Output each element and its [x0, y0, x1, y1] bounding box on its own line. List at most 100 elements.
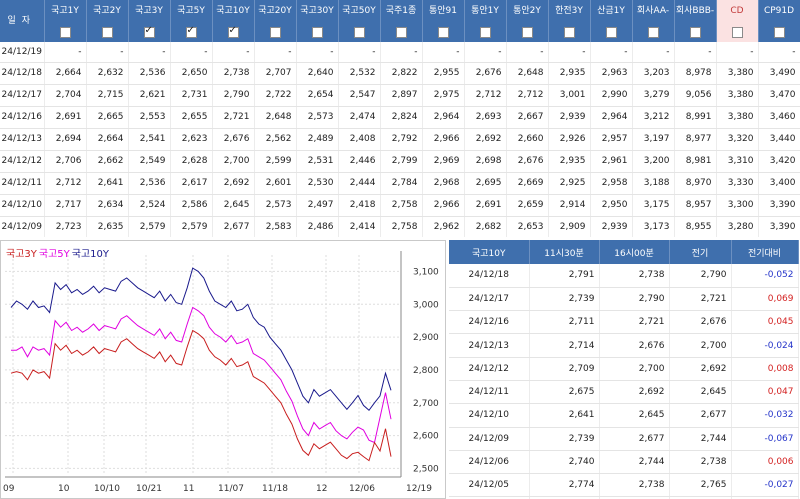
column-header-5[interactable]: 국고20Y: [254, 0, 297, 42]
series-checkbox[interactable]: [101, 26, 113, 38]
table-row[interactable]: 24/12/16 2,691 2,665 2,553 2,655 2,721 2,648 2,…: [0, 106, 800, 129]
table-row[interactable]: 24/12/11 2,675 2,692 2,645 0,047: [449, 380, 799, 405]
column-header-7[interactable]: 국고50Y: [338, 0, 381, 42]
table-row[interactable]: 24/12/09 2,723 2,635 2,579 2,579 2,677 2,583 2,…: [0, 216, 800, 237]
value-1130: 2,739: [529, 427, 600, 451]
yield-cell: 2,444: [338, 172, 381, 195]
table-row[interactable]: 24/12/09 2,739 2,677 2,744 -0,067: [449, 427, 799, 451]
y-tick-label: 3,100: [413, 267, 439, 277]
row-date: 24/12/18: [0, 62, 45, 85]
table-row[interactable]: 24/12/11 2,712 2,641 2,536 2,617 2,692 2,601 2,…: [0, 172, 800, 195]
column-header-17[interactable]: CP91D: [758, 0, 800, 42]
table-row[interactable]: 24/12/05 2,774 2,738 2,765 -0,027: [449, 473, 799, 498]
series-checkbox[interactable]: [311, 26, 323, 38]
series-checkbox[interactable]: [773, 26, 785, 38]
series-checkbox[interactable]: [143, 25, 155, 38]
detail-header-3[interactable]: 전기: [669, 240, 732, 264]
table-row[interactable]: 24/12/10 2,717 2,634 2,524 2,586 2,645 2,573 2,…: [0, 194, 800, 217]
series-checkbox[interactable]: [689, 26, 701, 38]
row-date: 24/12/13: [449, 333, 530, 358]
column-header-11[interactable]: 통안2Y: [506, 0, 549, 42]
column-header-10[interactable]: 통안1Y: [464, 0, 507, 42]
table-row[interactable]: 24/12/18 2,791 2,738 2,790 -0,052: [449, 264, 799, 288]
yield-cell: 2,704: [44, 84, 87, 107]
column-header-16[interactable]: CD: [716, 0, 759, 42]
yield-cell: 8,991: [674, 106, 717, 129]
yield-cell: 3,279: [632, 84, 675, 107]
yield-cell: 2,990: [590, 84, 633, 107]
series-checkbox[interactable]: [521, 26, 533, 38]
yield-cell: 2,586: [170, 194, 213, 217]
x-tick-label: 11/07: [218, 484, 244, 494]
series-checkbox[interactable]: [395, 26, 407, 38]
table-row[interactable]: 24/12/12 2,709 2,700 2,692 0,008: [449, 357, 799, 381]
date-column-header[interactable]: 일자: [0, 0, 45, 42]
value-1600: 2,765: [599, 496, 670, 499]
yield-cell: 2,717: [44, 194, 87, 217]
legend-item: 국고10Y: [71, 249, 109, 260]
table-row[interactable]: 24/12/19- - - - - - - - - - - - - - - - - -: [0, 42, 800, 63]
table-row[interactable]: 24/12/042,7362,7652,7130,052: [449, 496, 799, 499]
row-date: 24/12/10: [449, 403, 530, 428]
detail-header-1[interactable]: 11시30분: [529, 240, 600, 264]
series-checkbox[interactable]: [563, 26, 575, 38]
yield-cell: 2,712: [464, 84, 507, 107]
table-row[interactable]: 24/12/16 2,711 2,721 2,676 0,045: [449, 310, 799, 335]
yield-cell: 2,579: [170, 216, 213, 237]
column-header-2[interactable]: 국고3Y: [128, 0, 171, 42]
column-header-3[interactable]: 국고5Y: [170, 0, 213, 42]
series-checkbox[interactable]: [353, 26, 365, 38]
series-checkbox[interactable]: [647, 26, 659, 38]
yield-cell: 2,700: [212, 150, 255, 173]
series-checkbox[interactable]: [731, 26, 743, 38]
column-header-0[interactable]: 국고1Y: [44, 0, 87, 42]
yield-table: 일자 국고1Y 국고2Y 국고3Y 국고5Y 국고10Y 국고20Y 국고30Y 국고50Y 국…: [0, 0, 800, 237]
column-header-12[interactable]: 한전3Y: [548, 0, 591, 42]
series-checkbox[interactable]: [437, 26, 449, 38]
column-header-13[interactable]: 산금1Y: [590, 0, 633, 42]
table-row[interactable]: 24/12/17 2,704 2,715 2,621 2,731 2,790 2,722 2,…: [0, 84, 800, 107]
table-row[interactable]: 24/12/13 2,694 2,664 2,541 2,623 2,676 2,562 2,…: [0, 128, 800, 151]
series-checkbox[interactable]: [227, 25, 239, 38]
x-tick-label: 11/18: [262, 484, 288, 494]
column-header-label: 국고5Y: [177, 6, 205, 16]
yield-cell: 2,955: [422, 62, 465, 85]
detail-header-0[interactable]: 국고10Y: [449, 240, 530, 264]
yield-cell: -: [254, 42, 297, 63]
y-tick-label: 2,700: [413, 399, 439, 409]
yield-cell: 2,693: [464, 106, 507, 129]
x-tick-label: 12/19: [406, 484, 432, 494]
series-checkbox[interactable]: [605, 26, 617, 38]
table-row[interactable]: 24/12/17 2,739 2,790 2,721 0,069: [449, 287, 799, 312]
detail-header-4[interactable]: 전기대비: [731, 240, 799, 264]
column-header-14[interactable]: 회사AA-: [632, 0, 675, 42]
column-header-4[interactable]: 국고10Y: [212, 0, 255, 42]
yield-cell: 2,958: [590, 172, 633, 195]
column-header-label: CD: [730, 6, 744, 16]
series-checkbox[interactable]: [479, 26, 491, 38]
column-header-1[interactable]: 국고2Y: [86, 0, 129, 42]
x-tick-label: 12: [316, 484, 327, 494]
column-header-8[interactable]: 국주1종: [380, 0, 423, 42]
table-row[interactable]: 24/12/06 2,740 2,744 2,738 0,006: [449, 450, 799, 475]
column-header-6[interactable]: 국고30Y: [296, 0, 339, 42]
yield-cell: 2,553: [128, 106, 171, 129]
yield-cell: -: [44, 42, 87, 63]
series-checkbox[interactable]: [59, 26, 71, 38]
table-row[interactable]: 24/12/12 2,706 2,662 2,549 2,628 2,700 2,599 2,…: [0, 150, 800, 173]
detail-header-2[interactable]: 16시00분: [599, 240, 670, 264]
series-checkbox[interactable]: [185, 25, 197, 38]
column-header-label: 통안2Y: [513, 6, 541, 16]
series-checkbox[interactable]: [269, 26, 281, 38]
column-header-15[interactable]: 회사BBB-: [674, 0, 717, 42]
table-row[interactable]: 24/12/13 2,714 2,676 2,700 -0,024: [449, 333, 799, 358]
yield-cell: 2,695: [464, 172, 507, 195]
row-date: 24/12/16: [0, 106, 45, 129]
value-prev: 2,744: [669, 427, 732, 451]
yield-cell: 2,691: [44, 106, 87, 129]
table-row[interactable]: 24/12/10 2,641 2,645 2,677 -0,032: [449, 403, 799, 428]
value-1130: 2,641: [529, 403, 600, 428]
table-row[interactable]: 24/12/18 2,664 2,632 2,536 2,650 2,738 2,707 2,…: [0, 62, 800, 85]
column-header-9[interactable]: 통안91: [422, 0, 465, 42]
yield-cell: 3,380: [716, 84, 759, 107]
